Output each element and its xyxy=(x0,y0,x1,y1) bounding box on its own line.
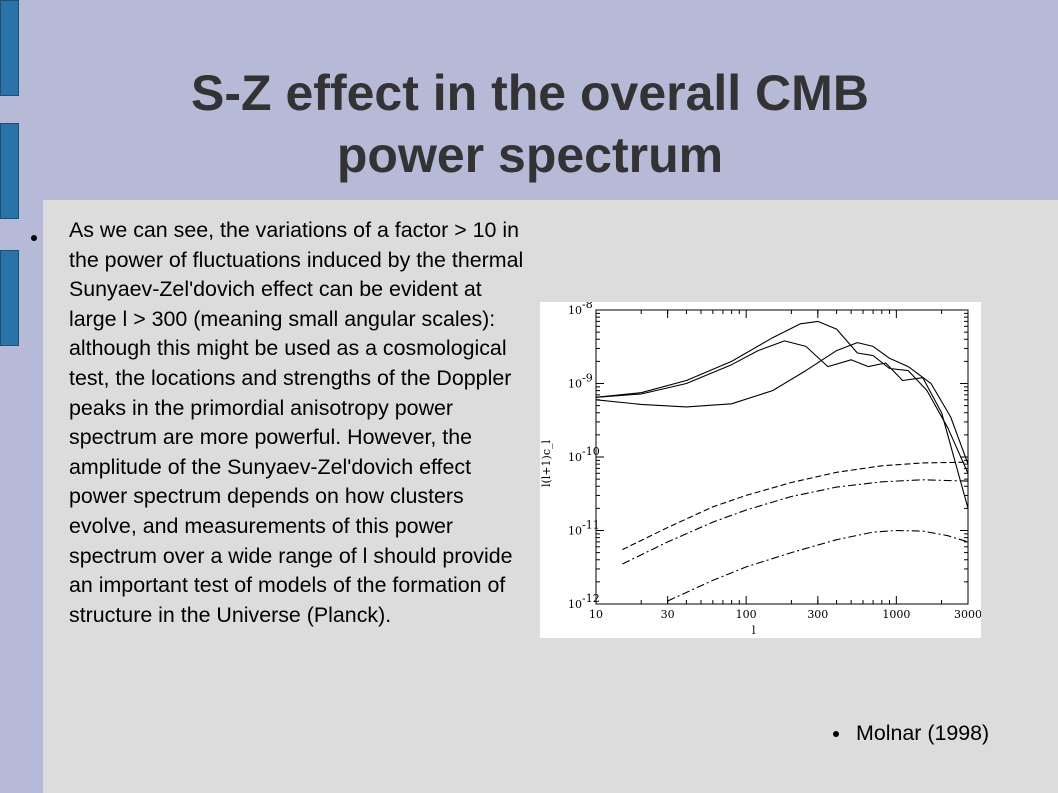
title-line-1: S-Z effect in the overall CMB xyxy=(191,65,869,121)
series-line-6 xyxy=(667,529,969,602)
y-tick-label: 10 xyxy=(568,378,582,391)
y-axis-label: l(l+1)c_l xyxy=(540,440,553,487)
y-tick-exponent: -8 xyxy=(582,302,593,311)
bullet-icon xyxy=(31,235,37,241)
bullet-icon xyxy=(833,731,839,737)
side-tab-1 xyxy=(0,0,19,96)
y-tick-exponent: -11 xyxy=(582,519,600,532)
x-tick-label: 3000 xyxy=(954,608,981,621)
series-line-2 xyxy=(595,340,969,509)
series-line-4 xyxy=(622,461,969,551)
side-tab-3 xyxy=(0,250,19,346)
series-line-1 xyxy=(595,320,969,474)
y-tick-label: 10 xyxy=(568,451,582,464)
series-line-5 xyxy=(622,479,969,565)
power-spectrum-figure: 10 30 100 300 1000 3000 10 -8 10 -9 10 -10 10 -11 10 -1… xyxy=(540,302,981,638)
y-tick-label: 10 xyxy=(568,525,582,538)
y-tick-exponent: -12 xyxy=(582,592,600,605)
x-tick-label: 1000 xyxy=(882,608,910,621)
x-tick-label: 300 xyxy=(807,608,828,621)
y-tick-exponent: -10 xyxy=(582,445,600,458)
y-tick-label: 10 xyxy=(568,598,582,611)
series-line-3 xyxy=(595,342,969,465)
y-tick-exponent: -9 xyxy=(582,372,593,385)
x-tick-label: 30 xyxy=(661,608,675,621)
slide-title: S-Z effect in the overall CMB power spec… xyxy=(60,62,1000,186)
title-line-2: power spectrum xyxy=(336,127,724,183)
y-tick-label: 10 xyxy=(568,304,582,317)
x-axis-label: l xyxy=(752,624,756,637)
body-paragraph: As we can see, the variations of a facto… xyxy=(69,218,524,627)
x-tick-label: 10 xyxy=(589,608,603,621)
left-strip xyxy=(0,0,43,793)
title-band xyxy=(0,0,1058,200)
plot-frame xyxy=(595,309,969,605)
x-tick-label: 100 xyxy=(736,608,757,621)
figure-caption: Molnar (1998) xyxy=(856,721,990,745)
side-tab-2 xyxy=(0,123,19,219)
